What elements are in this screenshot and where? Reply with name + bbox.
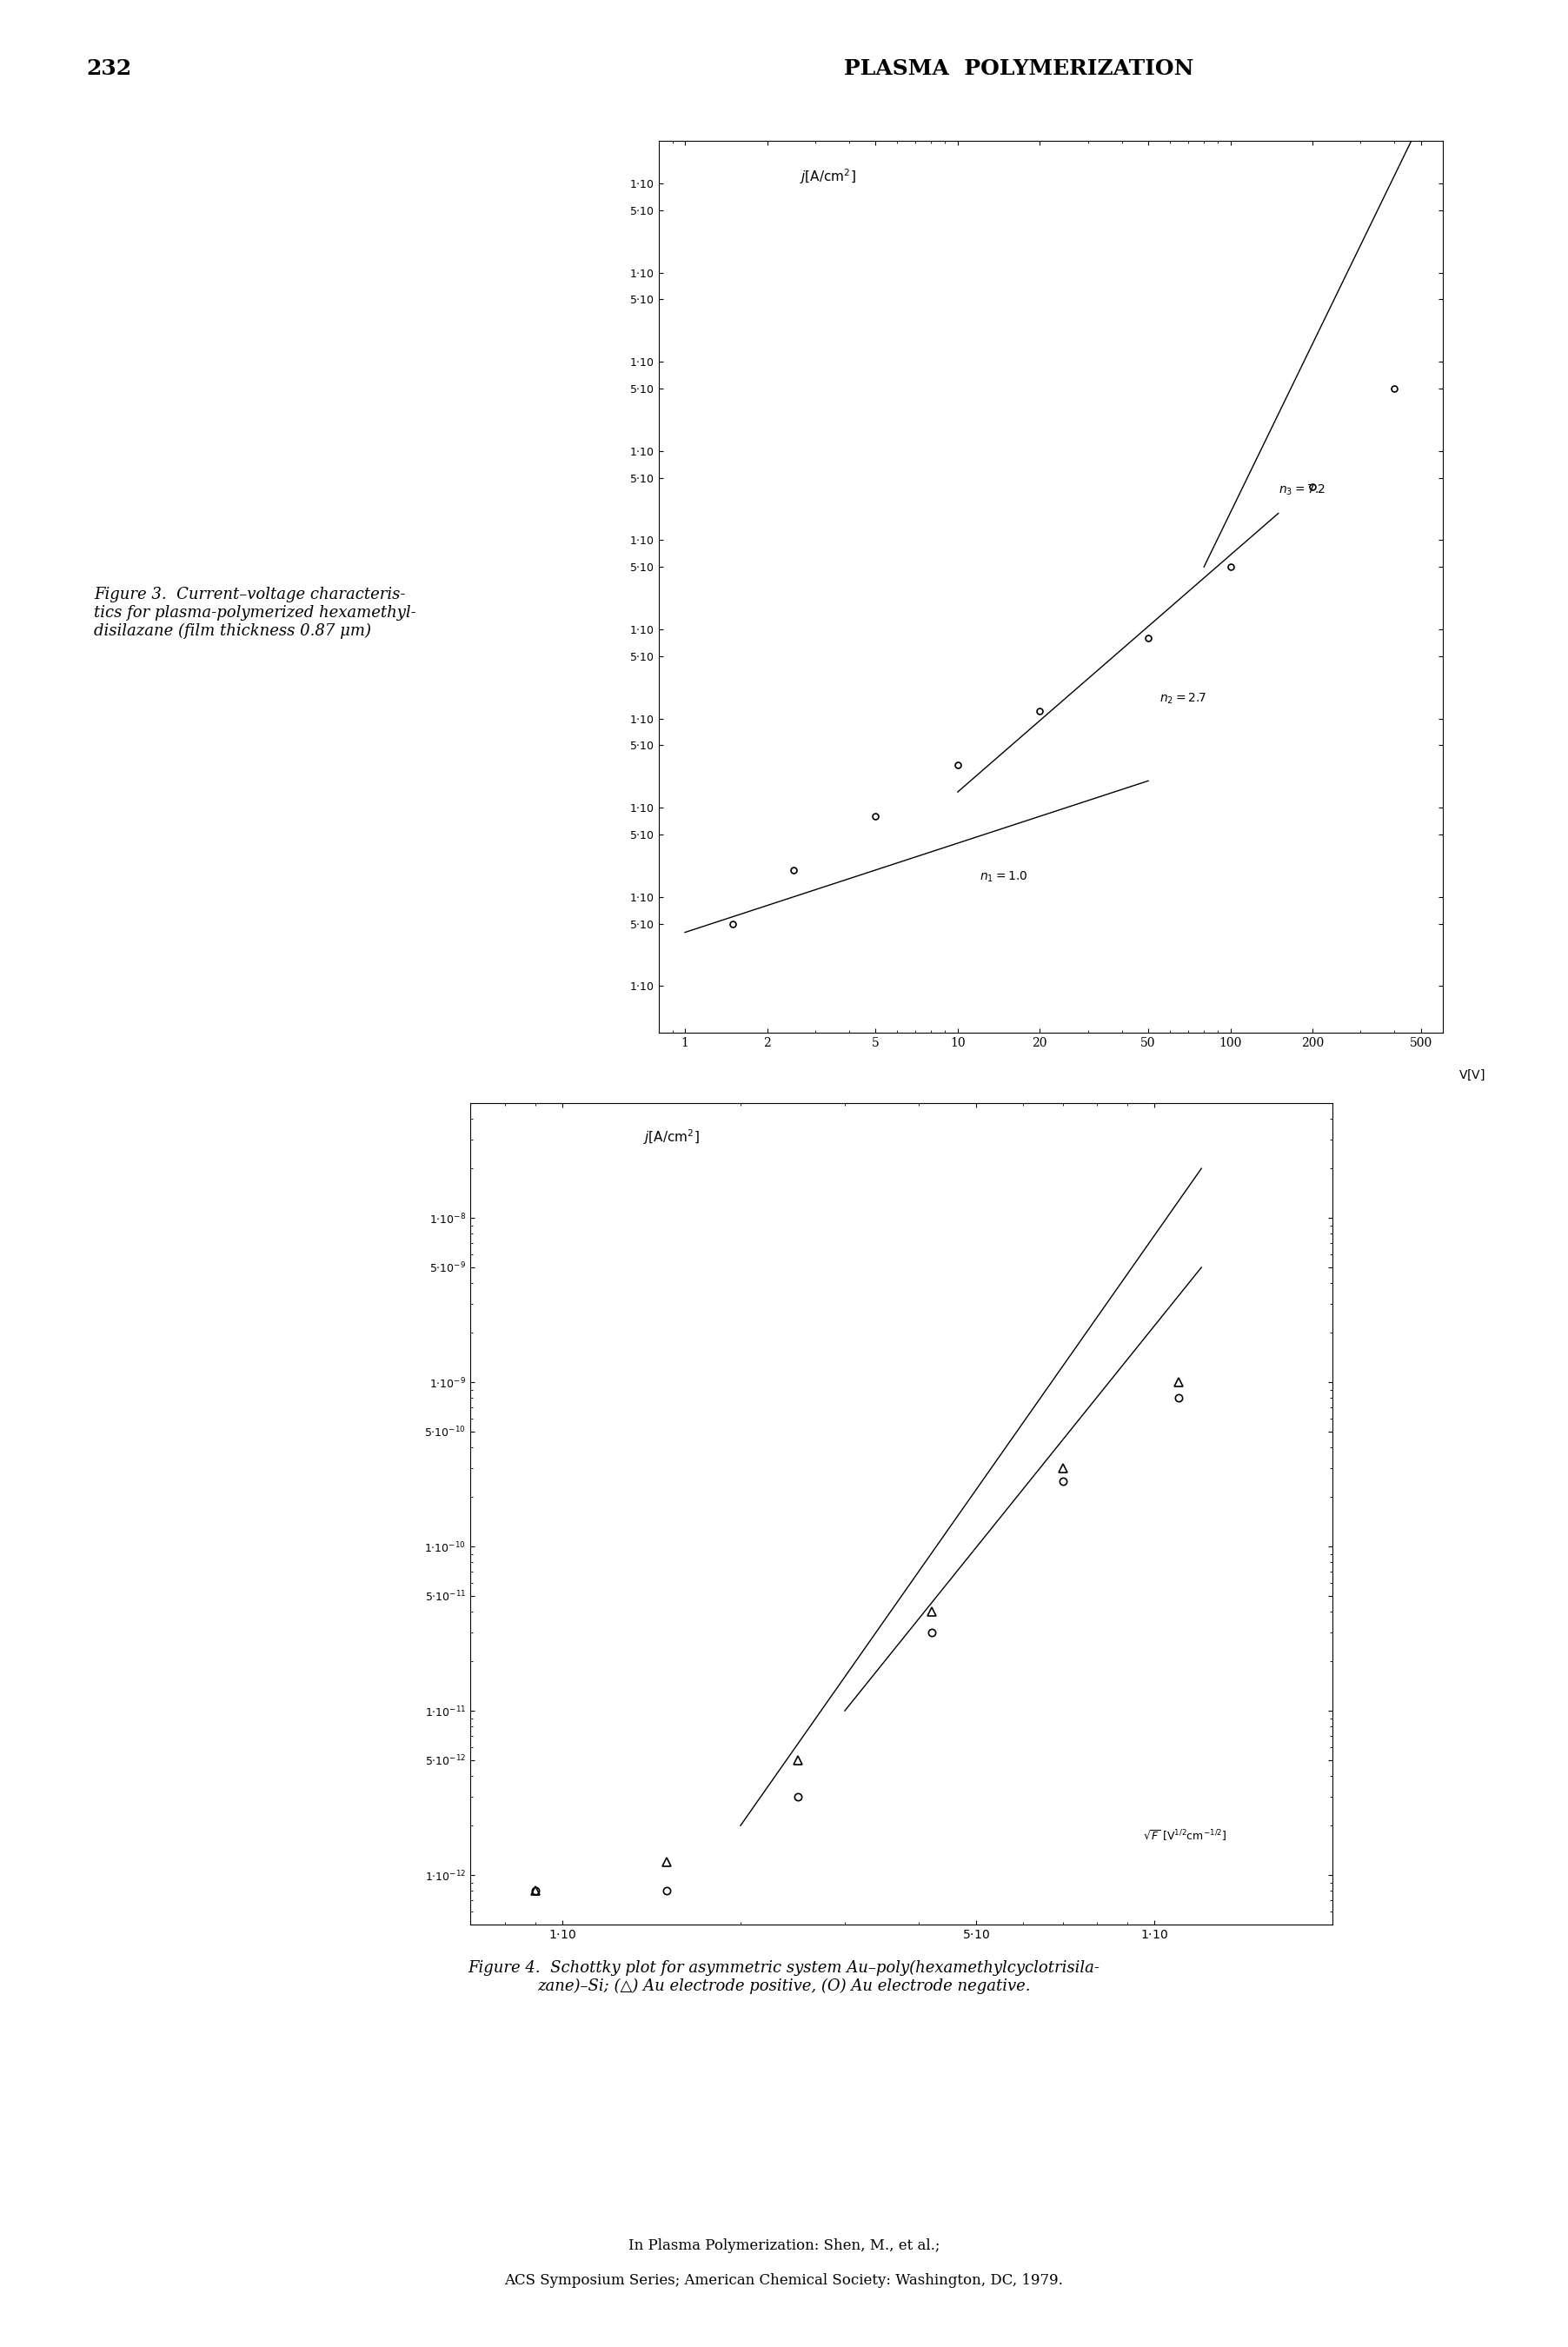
Text: PLASMA  POLYMERIZATION: PLASMA POLYMERIZATION bbox=[844, 59, 1195, 80]
Text: In Plasma Polymerization: Shen, M., et al.;: In Plasma Polymerization: Shen, M., et a… bbox=[629, 2239, 939, 2253]
Text: $n_3=7.2$: $n_3=7.2$ bbox=[1278, 483, 1325, 498]
Text: ACS Symposium Series; American Chemical Society: Washington, DC, 1979.: ACS Symposium Series; American Chemical … bbox=[505, 2274, 1063, 2288]
Text: $\mathrm{V[V]}$: $\mathrm{V[V]}$ bbox=[1458, 1068, 1485, 1082]
Text: $n_1=1.0$: $n_1=1.0$ bbox=[980, 871, 1027, 885]
Text: $j[\mathrm{A/cm^2}]$: $j[\mathrm{A/cm^2}]$ bbox=[800, 167, 856, 185]
Text: $\sqrt{F}\ \mathrm{[V^{1/2}cm^{-1/2}]}$: $\sqrt{F}\ \mathrm{[V^{1/2}cm^{-1/2}]}$ bbox=[1143, 1828, 1226, 1842]
Text: Figure 3.  Current–voltage characteris-
tics for plasma-polymerized hexamethyl-
: Figure 3. Current–voltage characteris- t… bbox=[94, 587, 417, 638]
Text: $j[\mathrm{A/cm^2}]$: $j[\mathrm{A/cm^2}]$ bbox=[643, 1129, 699, 1148]
Text: 232: 232 bbox=[86, 59, 132, 80]
Text: $n_2=2.7$: $n_2=2.7$ bbox=[1160, 692, 1207, 706]
Text: Figure 4.  Schottky plot for asymmetric system Au–poly(hexamethylcyclotrisila-
z: Figure 4. Schottky plot for asymmetric s… bbox=[469, 1960, 1099, 1995]
